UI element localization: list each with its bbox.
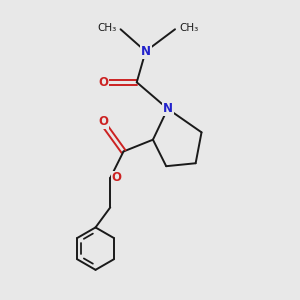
Text: O: O: [98, 115, 108, 128]
Text: CH₃: CH₃: [97, 23, 116, 33]
Text: N: N: [141, 45, 151, 58]
Text: O: O: [98, 76, 108, 89]
Text: CH₃: CH₃: [179, 23, 199, 33]
Text: O: O: [112, 172, 122, 184]
Text: N: N: [163, 102, 173, 115]
